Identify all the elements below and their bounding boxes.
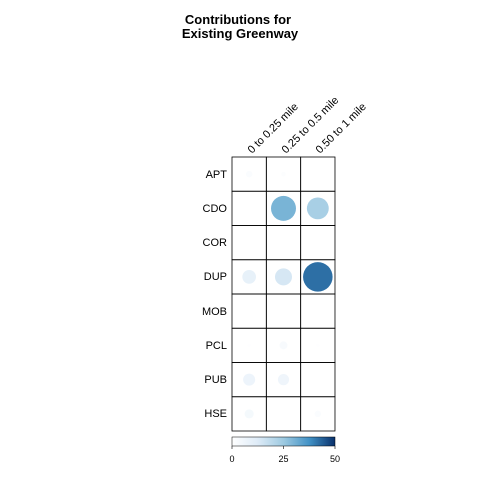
colorbar: 0 25 50 [229,436,340,464]
colorbar-gradient [231,436,336,447]
chart-title-line-2: Existing Greenway [182,26,299,41]
data-circle [277,374,290,386]
data-circle [274,268,293,286]
grid-cell [265,396,302,432]
row-label: DUP [204,271,227,283]
data-circle [306,197,329,220]
colorbar-tick-label: 0 [229,454,234,464]
grid-cell [300,293,336,329]
colorbar-tick-label: 25 [278,454,288,464]
grid-cell [231,190,267,226]
data-circle [244,409,254,419]
grid-cell [231,225,267,261]
data-circle [303,262,333,292]
grid-cell [265,293,302,329]
row-label: COR [203,237,228,249]
row-label: HSE [204,408,227,420]
row-label: PUB [204,374,227,386]
data-circle [279,341,288,350]
data-circles [242,170,333,419]
data-circle [271,195,296,221]
grid-cell [300,156,336,192]
data-circle [314,410,322,418]
grid-cell [300,225,336,261]
row-labels: APT CDO COR DUP MOB PCL PUB HSE [202,169,227,420]
colorbar-tick-label: 50 [330,454,340,464]
data-circle [242,270,257,284]
data-circle [316,343,320,347]
grid-cells [231,156,336,432]
grid-cell [231,293,267,329]
grid-cell [300,396,336,432]
data-circle [247,343,251,347]
chart-title-line-1: Contributions for [185,12,291,27]
grid-cell [265,225,302,261]
column-labels: 0 to 0.25 mile 0.25 to 0.5 mile 0.50 to … [246,94,369,156]
row-label: PCL [206,340,227,352]
grid-cell [300,362,336,398]
data-circle [245,170,253,178]
row-label: MOB [202,306,227,318]
data-circle [243,373,256,386]
row-label: APT [206,169,228,181]
row-label: CDO [203,203,228,215]
data-circle [281,171,286,177]
